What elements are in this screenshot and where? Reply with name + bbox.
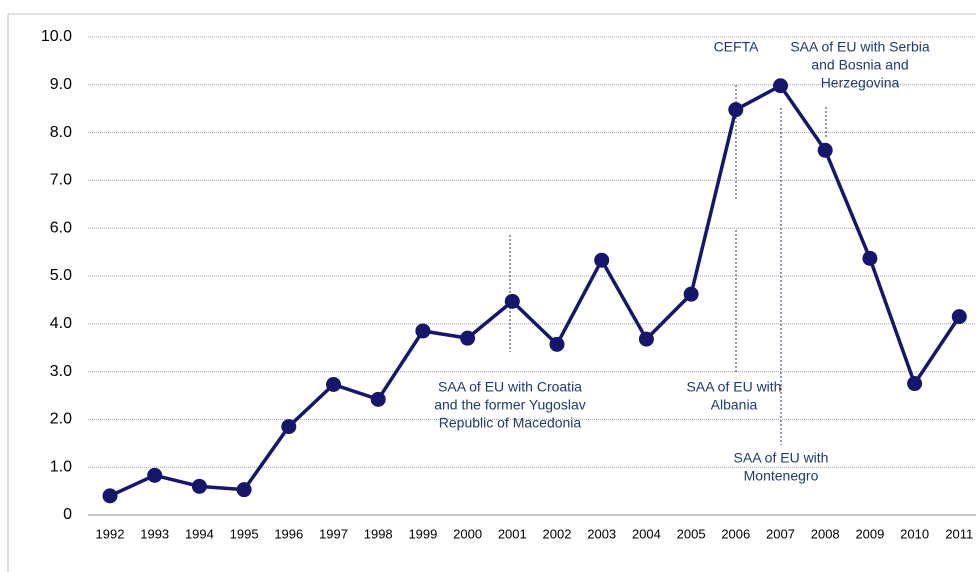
x-tick-label: 1999 [408, 526, 437, 541]
point [102, 488, 118, 504]
annotation: SAA of EU with [734, 450, 829, 466]
y-tick-label: 8.0 [50, 124, 72, 141]
point [147, 467, 163, 483]
y-tick-label: 1.0 [50, 458, 72, 475]
point [728, 102, 744, 118]
point [594, 252, 610, 268]
y-tick-label: 6.0 [50, 219, 72, 236]
point [862, 250, 878, 266]
annotation: SAA of EU with Serbia [790, 39, 930, 55]
annotation: SAA of EU with Croatia [438, 379, 582, 395]
y-tick-label: 2.0 [50, 411, 72, 428]
x-tick-label: 2007 [766, 526, 795, 541]
point [773, 78, 788, 94]
annotation: Albania [711, 397, 758, 413]
x-tick-label: 1996 [274, 526, 303, 541]
line [109, 84, 961, 498]
point [504, 293, 520, 309]
point [683, 286, 699, 302]
x-tick-label: 2010 [900, 526, 929, 541]
x-tick-label: 2000 [453, 526, 482, 541]
y-tick-label: 0 [63, 506, 72, 523]
point [549, 336, 565, 352]
x-tick-label: 1995 [230, 526, 259, 541]
x-tick-label: 2009 [855, 526, 884, 541]
point [817, 142, 833, 158]
annotation: Montenegro [744, 468, 819, 484]
annotation: CEFTA [714, 39, 760, 55]
point [370, 391, 386, 407]
x-tick-label: 2002 [543, 526, 572, 541]
point [951, 309, 967, 325]
x-tick-label: 1993 [140, 526, 169, 541]
annotation: Republic of Macedonia [439, 415, 582, 431]
x-tick-label: 2005 [677, 526, 706, 541]
x-tick-label: 2004 [632, 526, 661, 541]
annotation: Herzegovina [821, 75, 900, 91]
y-tick-label: 7.0 [50, 172, 72, 189]
x-tick-label: 2001 [498, 526, 527, 541]
x-tick-label: 1997 [319, 526, 348, 541]
y-tick-label: 9.0 [50, 76, 72, 93]
point [907, 376, 923, 392]
x-tick-label: 1998 [364, 526, 393, 541]
y-tick-label: 10.0 [41, 28, 72, 45]
x-tick-label: 1992 [96, 526, 125, 541]
y-tick-label: 4.0 [50, 315, 72, 332]
point [236, 482, 252, 498]
point [460, 330, 476, 346]
annotation: SAA of EU with [687, 379, 782, 395]
point [191, 478, 207, 494]
point [415, 323, 431, 339]
x-tick-label: 1994 [185, 526, 214, 541]
point [638, 331, 654, 347]
x-tick-label: 2008 [811, 526, 840, 541]
annotation: and Bosnia and [811, 57, 908, 73]
y-tick-label: 3.0 [50, 363, 72, 380]
x-tick-label: 2011 [945, 526, 973, 541]
x-tick-label: 2003 [587, 526, 616, 541]
point [326, 377, 341, 393]
y-tick-label: 5.0 [50, 267, 72, 284]
annotation: and the former Yugoslav [434, 397, 586, 413]
x-tick-label: 2006 [721, 526, 750, 541]
point [281, 419, 297, 435]
